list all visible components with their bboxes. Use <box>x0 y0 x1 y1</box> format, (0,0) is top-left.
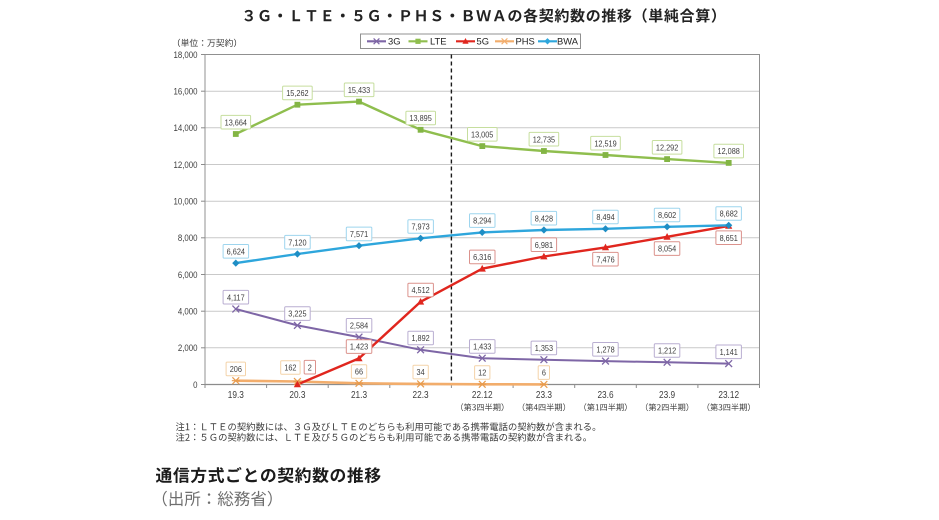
svg-text:3,225: 3,225 <box>288 309 307 319</box>
svg-text:4,512: 4,512 <box>411 286 430 296</box>
svg-text:12,519: 12,519 <box>594 139 617 149</box>
svg-text:1,353: 1,353 <box>535 343 554 353</box>
svg-text:4,000: 4,000 <box>178 306 198 317</box>
svg-text:7,120: 7,120 <box>288 238 307 248</box>
svg-text:8,000: 8,000 <box>178 232 198 243</box>
svg-text:5G: 5G <box>477 36 490 47</box>
svg-text:23.3: 23.3 <box>536 389 552 400</box>
svg-text:6,981: 6,981 <box>535 240 554 250</box>
svg-text:13,005: 13,005 <box>471 130 494 140</box>
svg-text:1,423: 1,423 <box>350 342 369 352</box>
svg-text:7,973: 7,973 <box>411 222 430 232</box>
svg-text:22.3: 22.3 <box>413 389 429 400</box>
svg-text:1,141: 1,141 <box>720 347 739 357</box>
svg-text:1,892: 1,892 <box>411 334 430 344</box>
svg-text:19.3: 19.3 <box>228 389 244 400</box>
svg-text:8,294: 8,294 <box>473 216 492 226</box>
svg-text:7,476: 7,476 <box>596 255 615 265</box>
svg-text:2,000: 2,000 <box>178 342 198 353</box>
svg-text:6,624: 6,624 <box>227 247 246 257</box>
svg-text:23.6: 23.6 <box>597 389 613 400</box>
svg-text:12,292: 12,292 <box>656 143 679 153</box>
svg-text:13,664: 13,664 <box>225 118 248 128</box>
svg-text:3G: 3G <box>388 36 401 47</box>
svg-text:18,000: 18,000 <box>173 49 197 60</box>
svg-text:12,088: 12,088 <box>718 147 741 157</box>
svg-text:12: 12 <box>478 368 487 378</box>
svg-text:8,602: 8,602 <box>658 211 677 221</box>
svg-text:1,212: 1,212 <box>658 346 677 356</box>
svg-text:12,735: 12,735 <box>533 135 556 145</box>
svg-text:PHS: PHS <box>516 36 535 47</box>
svg-text:LTE: LTE <box>430 36 447 47</box>
svg-text:23.9: 23.9 <box>659 389 675 400</box>
svg-text:22.12: 22.12 <box>472 389 493 400</box>
svg-text:2: 2 <box>308 363 313 373</box>
svg-text:13,895: 13,895 <box>409 114 432 124</box>
svg-text:4,117: 4,117 <box>227 293 245 303</box>
svg-text:BWA: BWA <box>557 36 579 47</box>
svg-text:23.12: 23.12 <box>718 389 739 400</box>
svg-text:1,433: 1,433 <box>473 342 492 352</box>
svg-text:34: 34 <box>417 368 426 378</box>
svg-text:8,054: 8,054 <box>658 244 677 254</box>
svg-text:16,000: 16,000 <box>173 86 197 97</box>
svg-text:10,000: 10,000 <box>173 196 197 207</box>
svg-text:162: 162 <box>284 363 297 373</box>
svg-text:2,584: 2,584 <box>350 321 369 331</box>
svg-text:206: 206 <box>230 364 243 374</box>
svg-text:1,278: 1,278 <box>596 345 615 355</box>
svg-text:0: 0 <box>193 379 197 390</box>
svg-text:7,571: 7,571 <box>350 229 369 239</box>
svg-text:14,000: 14,000 <box>173 122 197 133</box>
svg-text:15,433: 15,433 <box>348 85 371 95</box>
svg-text:21.3: 21.3 <box>351 389 367 400</box>
svg-text:6,316: 6,316 <box>473 252 492 262</box>
svg-text:8,682: 8,682 <box>720 209 739 219</box>
svg-text:12,000: 12,000 <box>173 159 197 170</box>
svg-text:20.3: 20.3 <box>289 389 305 400</box>
svg-text:6,000: 6,000 <box>178 269 198 280</box>
svg-text:66: 66 <box>355 367 364 377</box>
svg-text:8,494: 8,494 <box>596 213 615 223</box>
svg-text:8,428: 8,428 <box>535 214 554 224</box>
svg-text:15,262: 15,262 <box>286 88 309 98</box>
svg-text:6: 6 <box>542 368 547 378</box>
svg-text:8,651: 8,651 <box>720 233 739 243</box>
